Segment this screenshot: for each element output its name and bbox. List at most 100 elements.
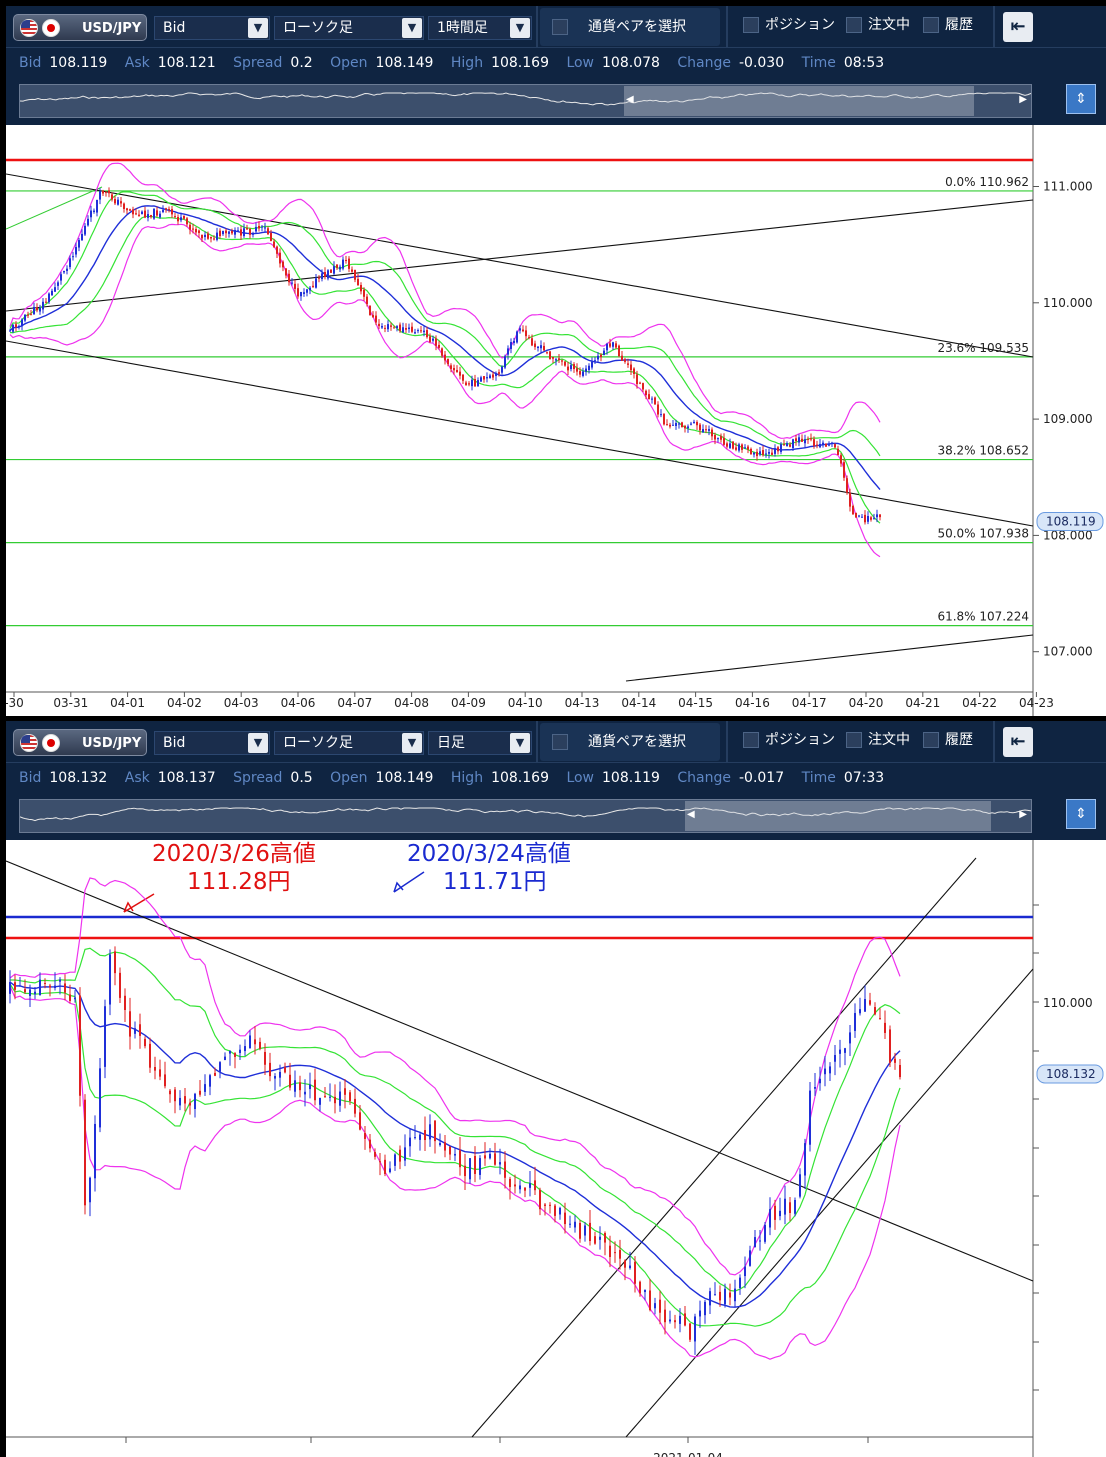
orders-toggle[interactable]: 注文中 xyxy=(846,731,910,749)
price-type-value: Bid xyxy=(163,20,186,36)
price-tick-label: 111.000 xyxy=(1043,180,1093,194)
divider xyxy=(993,721,995,763)
checkbox[interactable] xyxy=(743,732,759,748)
candle-body xyxy=(9,330,11,332)
candle-body xyxy=(96,200,98,213)
chart-type-select[interactable]: ローソク足 ▼ xyxy=(274,16,424,40)
candle-body xyxy=(509,1178,511,1187)
currency-pair-button[interactable]: USD/JPY xyxy=(13,729,147,756)
settings-button[interactable]: ⇤ xyxy=(1003,12,1033,42)
navigator-scrollbar[interactable]: ◀ ▶ xyxy=(19,799,1032,833)
chart-type-select[interactable]: ローソク足 ▼ xyxy=(274,731,424,755)
high-label: High xyxy=(450,770,484,786)
candle-body xyxy=(644,1289,646,1293)
candle-body xyxy=(444,1142,446,1151)
candle-body xyxy=(573,364,575,370)
checkbox[interactable] xyxy=(846,17,862,33)
checkbox[interactable] xyxy=(846,732,862,748)
price-chart[interactable]: 0.0% 110.96223.6% 109.53538.2% 108.65250… xyxy=(6,125,1106,716)
price-type-select[interactable]: Bid ▼ xyxy=(154,16,270,40)
candle-body xyxy=(282,261,284,268)
candle-body xyxy=(514,1184,516,1187)
history-toggle[interactable]: 履歴 xyxy=(923,731,973,749)
candle-body xyxy=(753,452,755,455)
price-type-select[interactable]: Bid ▼ xyxy=(154,731,270,755)
chevron-right-icon[interactable]: ▶ xyxy=(1019,809,1027,820)
candle-body xyxy=(399,1149,401,1162)
select-pair-button[interactable]: 通貨ペアを選択 xyxy=(540,723,720,761)
chevron-down-icon: ▼ xyxy=(248,733,268,753)
candle-body xyxy=(189,224,191,230)
bollinger-upper-2sigma xyxy=(9,877,901,1276)
candle-body xyxy=(399,324,401,331)
chevron-right-icon[interactable]: ▶ xyxy=(1019,94,1027,105)
checkbox[interactable] xyxy=(552,734,568,750)
candle-body xyxy=(649,1290,651,1311)
settings-button[interactable]: ⇤ xyxy=(1003,727,1033,757)
divider xyxy=(726,721,728,763)
candle-body xyxy=(633,368,635,375)
zoom-button[interactable]: ⇕ xyxy=(1066,84,1096,114)
candle-body xyxy=(831,442,833,444)
trend-line-rising xyxy=(6,199,1034,312)
chevron-left-icon[interactable]: ◀ xyxy=(626,94,634,105)
time-tick-label: 04-07 xyxy=(337,696,372,710)
candle-body xyxy=(147,214,149,218)
chevron-left-icon[interactable]: ◀ xyxy=(687,809,695,820)
candle-body xyxy=(378,323,380,327)
time-tick-label: 04-15 xyxy=(678,696,713,710)
time-tick-label: 04-01 xyxy=(110,696,145,710)
candle-body xyxy=(162,209,164,213)
candlestick-chart[interactable]: 0.0% 110.96223.6% 109.53538.2% 108.65250… xyxy=(6,125,1106,716)
change-value: -0.030 xyxy=(738,55,785,71)
select-pair-button[interactable]: 通貨ペアを選択 xyxy=(540,8,720,46)
timeframe-select[interactable]: 1時間足 ▼ xyxy=(428,16,532,40)
candle-body xyxy=(321,273,323,280)
candle-body xyxy=(799,1174,801,1197)
candle-body xyxy=(564,1212,566,1225)
checkbox[interactable] xyxy=(552,19,568,35)
candle-body xyxy=(744,1266,746,1277)
zoom-button[interactable]: ⇕ xyxy=(1066,799,1096,829)
navigator-scrollbar[interactable]: ◀ ▶ xyxy=(19,84,1032,118)
candle-body xyxy=(606,343,608,351)
candle-body xyxy=(858,515,860,517)
candle-body xyxy=(229,1051,231,1054)
candle-body xyxy=(669,424,671,427)
orders-toggle[interactable]: 注文中 xyxy=(846,16,910,34)
candle-body xyxy=(684,425,686,429)
navigator-selection[interactable] xyxy=(624,86,974,116)
exit-icon: ⇤ xyxy=(1010,731,1026,752)
checkbox[interactable] xyxy=(923,732,939,748)
candle-body xyxy=(351,269,353,272)
navigator-selection[interactable] xyxy=(685,801,991,831)
exit-icon: ⇤ xyxy=(1010,16,1026,37)
candle-body xyxy=(379,1161,381,1163)
candle-body xyxy=(159,213,161,218)
candle-body xyxy=(114,951,116,974)
positions-toggle[interactable]: ポジション xyxy=(743,16,835,34)
candle-body xyxy=(672,424,674,426)
chevron-down-icon: ▼ xyxy=(402,18,422,38)
candle-body xyxy=(876,514,878,518)
candle-body xyxy=(276,246,278,254)
history-toggle[interactable]: 履歴 xyxy=(923,16,973,34)
candle-body xyxy=(540,345,542,349)
spread-label: Spread xyxy=(233,770,283,786)
timeframe-select[interactable]: 日足 ▼ xyxy=(428,731,532,755)
candle-body xyxy=(744,447,746,449)
currency-pair-button[interactable]: USD/JPY xyxy=(13,14,147,41)
price-chart[interactable]: 110.000 2021-01-04 108.132 2020/3/26高値 111… xyxy=(6,840,1106,1457)
candle-body xyxy=(240,229,242,236)
annotation-blue-price: 111.71円 xyxy=(443,869,547,895)
candle-body xyxy=(720,436,722,440)
candle-body xyxy=(804,439,806,444)
checkbox[interactable] xyxy=(743,17,759,33)
select-pair-label: 通貨ペアを選択 xyxy=(588,734,686,750)
positions-toggle[interactable]: ポジション xyxy=(743,731,835,749)
candle-body xyxy=(27,314,29,316)
checkbox[interactable] xyxy=(923,17,939,33)
daily-chart-panel: USD/JPY Bid ▼ ローソク足 ▼ 日足 ▼ 通貨ペアを選択 ポジション 注文… xyxy=(6,721,1106,1457)
candlestick-chart[interactable]: 110.000 2021-01-04 108.132 xyxy=(6,840,1106,1457)
candle-body xyxy=(879,514,881,518)
